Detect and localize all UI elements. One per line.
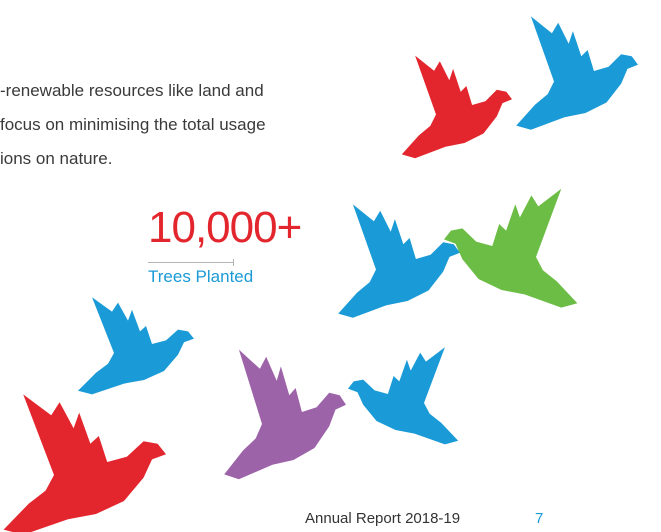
- stat-rule: [148, 262, 234, 263]
- stat-block: 10,000+ Trees Planted: [148, 200, 234, 287]
- paragraph-line: ions on nature.: [0, 142, 266, 176]
- stat-value: 10,000+: [148, 200, 234, 256]
- bird-red: [402, 56, 512, 159]
- bird-blue: [516, 16, 638, 129]
- footer-title: Annual Report 2018-19: [305, 510, 460, 527]
- page: {"paragraph": {"lines": ["-renewable res…: [0, 0, 661, 532]
- paragraph: -renewable resources like land and focus…: [0, 74, 266, 176]
- paragraph-line: -renewable resources like land and: [0, 74, 266, 108]
- stat-label: Trees Planted: [148, 267, 234, 287]
- bird-red: [4, 394, 166, 532]
- bird-green: [444, 189, 577, 308]
- bird-blue: [78, 297, 194, 394]
- page-number: 7: [535, 510, 543, 527]
- bird-purple: [224, 350, 346, 480]
- paragraph-line: focus on minimising the total usage: [0, 108, 266, 142]
- bird-blue: [348, 347, 458, 444]
- bird-blue: [338, 204, 460, 317]
